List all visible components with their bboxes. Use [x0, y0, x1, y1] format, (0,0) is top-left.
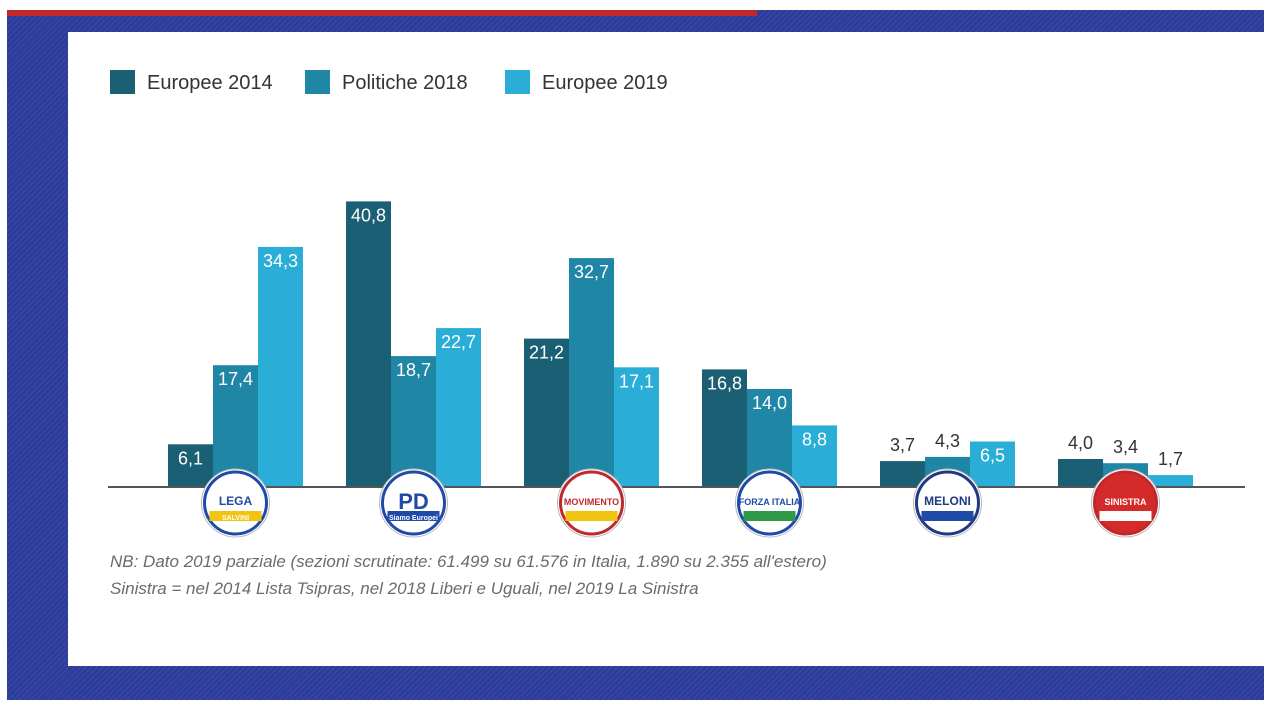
bar-2-0	[524, 338, 569, 487]
top-accent-bar	[7, 10, 757, 16]
bar-0-0	[168, 444, 213, 487]
m5s-logo: MOVIMENTO	[557, 468, 626, 538]
bar-label-3-1: 14,0	[752, 393, 787, 413]
bar-3-2	[792, 425, 837, 487]
legend-swatch-0	[110, 70, 135, 94]
pd-logo-subtext: Siamo Europei	[389, 515, 438, 522]
bar-label-1-0: 40,8	[351, 205, 386, 225]
pd-logo-text: PD	[398, 489, 429, 514]
m5s-logo-text: MOVIMENTO	[564, 497, 619, 507]
bar-5-2	[1148, 475, 1193, 487]
bar-label-2-1: 32,7	[574, 262, 609, 282]
footnote-partial-data: NB: Dato 2019 parziale (sezioni scrutina…	[110, 552, 827, 571]
forza-italia-logo: FORZA ITALIA	[735, 468, 804, 538]
legend-swatch-2	[505, 70, 530, 94]
lega-logo: LEGA SALVINI	[201, 468, 270, 538]
bar-label-5-2: 1,7	[1158, 449, 1183, 469]
bar-label-0-0: 6,1	[178, 448, 203, 468]
bar-label-2-0: 21,2	[529, 343, 564, 363]
bar-3-0	[702, 369, 747, 487]
bar-5-0	[1058, 459, 1103, 487]
bar-1-0	[346, 201, 391, 487]
bar-label-1-1: 18,7	[396, 360, 431, 380]
bar-label-1-2: 22,7	[441, 332, 476, 352]
forza-italia-logo-text: FORZA ITALIA	[739, 497, 801, 507]
bar-label-4-0: 3,7	[890, 435, 915, 455]
lega-logo-band	[209, 511, 262, 521]
la-sinistra-logo-text: SINISTRA	[1104, 497, 1147, 507]
fratelli-italia-logo-text: MELONI	[924, 494, 971, 508]
forza-italia-logo-band	[743, 511, 796, 521]
bar-label-2-2: 17,1	[619, 371, 654, 391]
legend-swatch-1	[305, 70, 330, 94]
bar-0-2	[258, 246, 303, 487]
bar-4-2	[970, 441, 1015, 487]
bar-label-4-2: 6,5	[980, 446, 1005, 466]
bar-1-1	[391, 356, 436, 487]
bar-label-5-1: 3,4	[1113, 437, 1138, 457]
pd-logo-band	[387, 511, 440, 521]
footnote-sinistra: Sinistra = nel 2014 Lista Tsipras, nel 2…	[110, 579, 699, 598]
legend-label-2: Europee 2019	[542, 72, 668, 94]
bar-label-3-0: 16,8	[707, 373, 742, 393]
la-sinistra-logo-band	[1099, 511, 1152, 521]
m5s-logo-band	[565, 511, 618, 521]
bar-label-0-1: 17,4	[218, 369, 253, 389]
bar-label-5-0: 4,0	[1068, 433, 1093, 453]
bar-label-0-2: 34,3	[263, 251, 298, 271]
bar-label-4-1: 4,3	[935, 431, 960, 451]
bar-2-1	[569, 258, 614, 487]
lega-logo-text: LEGA	[219, 494, 253, 508]
bar-4-0	[880, 461, 925, 487]
legend-label-0: Europee 2014	[147, 72, 273, 94]
legend-label-1: Politiche 2018	[342, 72, 468, 94]
bar-2-2	[614, 367, 659, 487]
fratelli-italia-logo: MELONI	[913, 468, 982, 538]
fratelli-italia-logo-band	[921, 511, 974, 521]
bar-0-1	[213, 365, 258, 487]
bar-label-3-2: 8,8	[802, 429, 827, 449]
bar-1-2	[436, 328, 481, 487]
lega-logo-subtext: SALVINI	[222, 515, 249, 522]
la-sinistra-logo: SINISTRA	[1091, 468, 1160, 538]
